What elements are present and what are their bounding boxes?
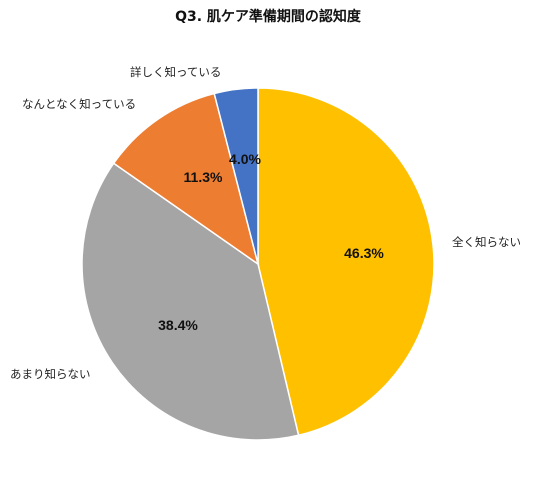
pie-slice — [213, 87, 259, 265]
category-label: 全く知らない — [452, 235, 521, 249]
pie-slice — [112, 92, 260, 266]
pie-slice — [81, 162, 300, 441]
data-label: 11.3% — [184, 169, 223, 185]
category-label: 詳しく知っている — [130, 65, 221, 79]
data-label: 46.3% — [344, 245, 384, 261]
pie-slice — [257, 87, 435, 437]
data-label: 38.4% — [158, 317, 198, 333]
category-label: あまり知らない — [10, 367, 91, 381]
chart-title: Q3. 肌ケア準備期間の認知度 — [175, 9, 361, 25]
data-label: 4.0% — [229, 151, 261, 167]
category-label: なんとなく知っている — [22, 97, 136, 111]
